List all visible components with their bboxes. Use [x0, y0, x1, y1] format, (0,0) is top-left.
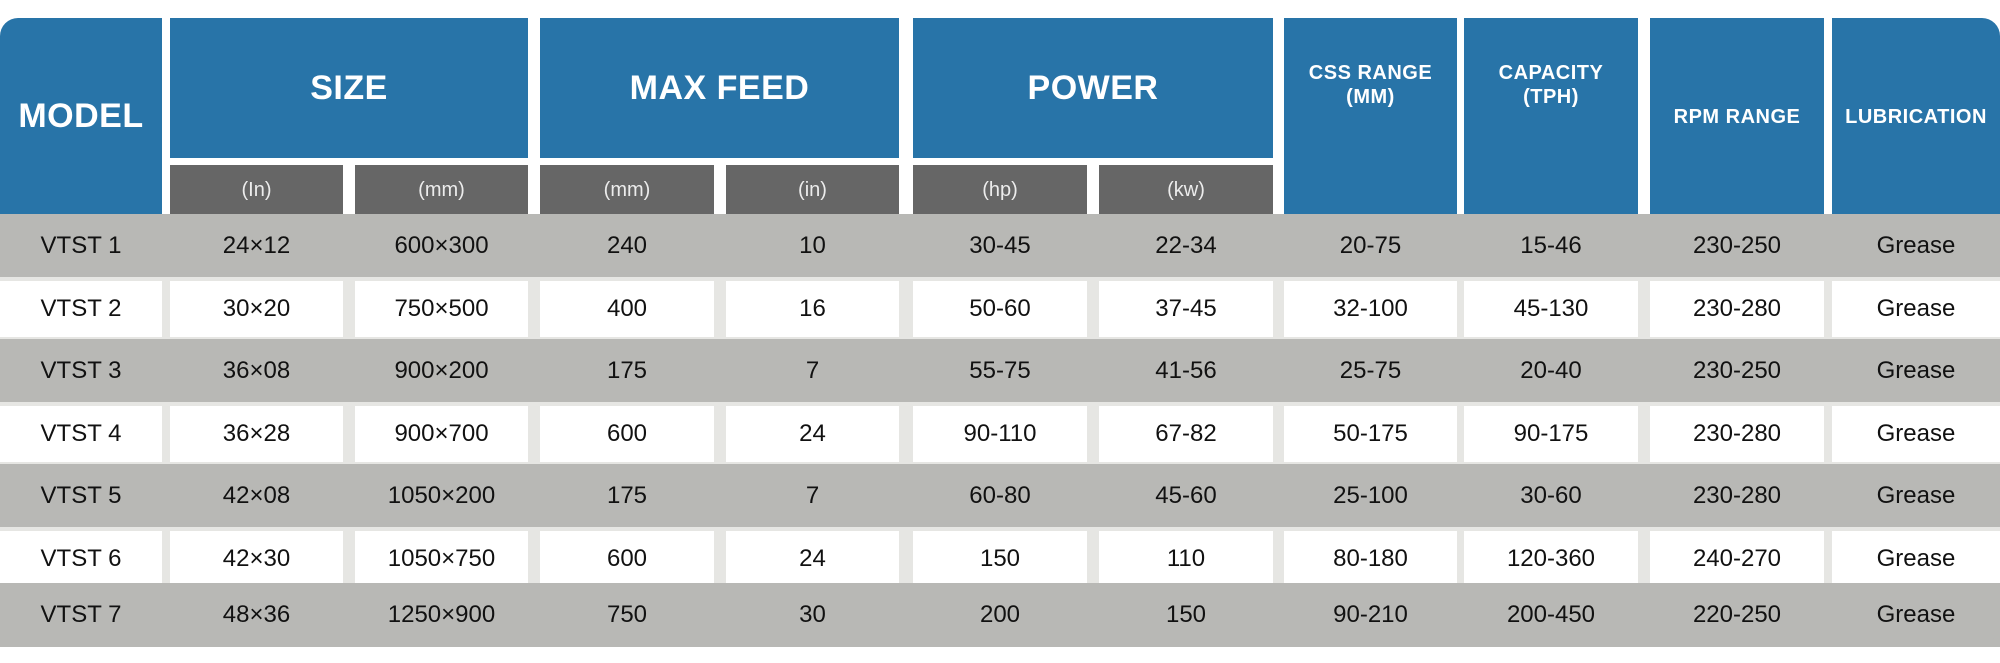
table-cell-rpm: 220-250 [1650, 587, 1824, 643]
table-cell-rpm: 230-280 [1650, 406, 1824, 462]
table-cell-power-hp: 60-80 [913, 468, 1087, 524]
subheader-size-mm: (mm) [355, 165, 528, 215]
header-rpm-range: RPM RANGE [1650, 18, 1824, 215]
table-cell-power-kw: 110 [1099, 531, 1273, 587]
table-cell-feed-mm: 175 [540, 343, 714, 399]
table-cell-feed-in: 10 [726, 218, 899, 274]
table-cell-power-kw: 37-45 [1099, 281, 1273, 337]
table-cell-size-in: 48×36 [170, 587, 343, 643]
table-cell-power-hp: 200 [913, 587, 1087, 643]
table-cell-capacity: 15-46 [1464, 218, 1638, 274]
table-cell-css: 80-180 [1284, 531, 1457, 587]
table-cell-css: 50-175 [1284, 406, 1457, 462]
table-cell-size-in: 24×12 [170, 218, 343, 274]
table-cell-css: 20-75 [1284, 218, 1457, 274]
table-cell-rpm: 230-280 [1650, 468, 1824, 524]
table-cell-capacity: 30-60 [1464, 468, 1638, 524]
table-cell-feed-mm: 175 [540, 468, 714, 524]
header-max-feed: MAX FEED [540, 18, 899, 158]
table-cell-size-in: 42×30 [170, 531, 343, 587]
table-cell-lube: Grease [1832, 218, 2000, 274]
table-cell-feed-in: 24 [726, 406, 899, 462]
table-cell-capacity: 200-450 [1464, 587, 1638, 643]
header-capacity-line2: (TPH) [1523, 85, 1579, 108]
table-cell-model: VTST 4 [0, 406, 162, 462]
table-cell-size-mm: 1050×750 [355, 531, 528, 587]
table-cell-size-mm: 1050×200 [355, 468, 528, 524]
table-cell-power-hp: 50-60 [913, 281, 1087, 337]
table-cell-model: VTST 3 [0, 343, 162, 399]
table-cell-model: VTST 5 [0, 468, 162, 524]
table-cell-css: 25-100 [1284, 468, 1457, 524]
table-cell-lube: Grease [1832, 281, 2000, 337]
header-size: SIZE [170, 18, 528, 158]
table-cell-capacity: 20-40 [1464, 343, 1638, 399]
subheader-size-in: (In) [170, 165, 343, 215]
table-cell-css: 90-210 [1284, 587, 1457, 643]
table-cell-size-in: 36×28 [170, 406, 343, 462]
table-cell-feed-mm: 240 [540, 218, 714, 274]
table-cell-feed-mm: 400 [540, 281, 714, 337]
table-cell-power-kw: 41-56 [1099, 343, 1273, 399]
table-cell-lube: Grease [1832, 406, 2000, 462]
table-cell-feed-mm: 600 [540, 531, 714, 587]
subheader-power-kw: (kw) [1099, 165, 1273, 215]
table-cell-rpm: 230-250 [1650, 218, 1824, 274]
table-cell-lube: Grease [1832, 587, 2000, 643]
table-cell-feed-in: 30 [726, 587, 899, 643]
header-css-range: CSS RANGE (MM) [1284, 18, 1457, 215]
table-cell-model: VTST 6 [0, 531, 162, 587]
table-cell-power-kw: 45-60 [1099, 468, 1273, 524]
header-capacity-line1: CAPACITY [1498, 61, 1604, 84]
table-cell-power-hp: 150 [913, 531, 1087, 587]
table-cell-model: VTST 1 [0, 218, 162, 274]
table-cell-feed-in: 7 [726, 468, 899, 524]
table-cell-feed-mm: 600 [540, 406, 714, 462]
subheader-feed-in: (in) [726, 165, 899, 215]
header-lubrication: LUBRICATION [1832, 18, 2000, 215]
header-capacity: CAPACITY (TPH) [1464, 18, 1638, 215]
table-cell-size-mm: 750×500 [355, 281, 528, 337]
table-cell-size-in: 36×08 [170, 343, 343, 399]
table-cell-power-hp: 90-110 [913, 406, 1087, 462]
subheader-power-hp: (hp) [913, 165, 1087, 215]
table-cell-power-kw: 67-82 [1099, 406, 1273, 462]
table-cell-rpm: 230-250 [1650, 343, 1824, 399]
table-cell-size-mm: 600×300 [355, 218, 528, 274]
table-cell-css: 32-100 [1284, 281, 1457, 337]
header-power: POWER [913, 18, 1273, 158]
table-cell-size-in: 42×08 [170, 468, 343, 524]
table-cell-capacity: 45-130 [1464, 281, 1638, 337]
table-cell-power-kw: 22-34 [1099, 218, 1273, 274]
table-cell-lube: Grease [1832, 468, 2000, 524]
table-cell-capacity: 120-360 [1464, 531, 1638, 587]
header-css-range-line2: (MM) [1346, 85, 1395, 108]
table-cell-size-mm: 1250×900 [355, 587, 528, 643]
table-cell-feed-in: 16 [726, 281, 899, 337]
header-css-range-line1: CSS RANGE [1308, 61, 1433, 84]
table-cell-feed-in: 24 [726, 531, 899, 587]
table-cell-rpm: 230-280 [1650, 281, 1824, 337]
subheader-feed-mm: (mm) [540, 165, 714, 215]
table-cell-size-mm: 900×700 [355, 406, 528, 462]
table-cell-power-kw: 150 [1099, 587, 1273, 643]
table-cell-capacity: 90-175 [1464, 406, 1638, 462]
header-model: MODEL [0, 18, 162, 215]
table-cell-model: VTST 7 [0, 587, 162, 643]
table-cell-lube: Grease [1832, 343, 2000, 399]
spec-table: MODEL SIZE MAX FEED POWER CSS RANGE (MM)… [0, 18, 2000, 647]
table-cell-feed-mm: 750 [540, 587, 714, 643]
table-cell-lube: Grease [1832, 531, 2000, 587]
table-cell-power-hp: 55-75 [913, 343, 1087, 399]
table-cell-size-mm: 900×200 [355, 343, 528, 399]
table-cell-rpm: 240-270 [1650, 531, 1824, 587]
table-cell-size-in: 30×20 [170, 281, 343, 337]
table-cell-power-hp: 30-45 [913, 218, 1087, 274]
table-cell-model: VTST 2 [0, 281, 162, 337]
table-cell-feed-in: 7 [726, 343, 899, 399]
table-cell-css: 25-75 [1284, 343, 1457, 399]
